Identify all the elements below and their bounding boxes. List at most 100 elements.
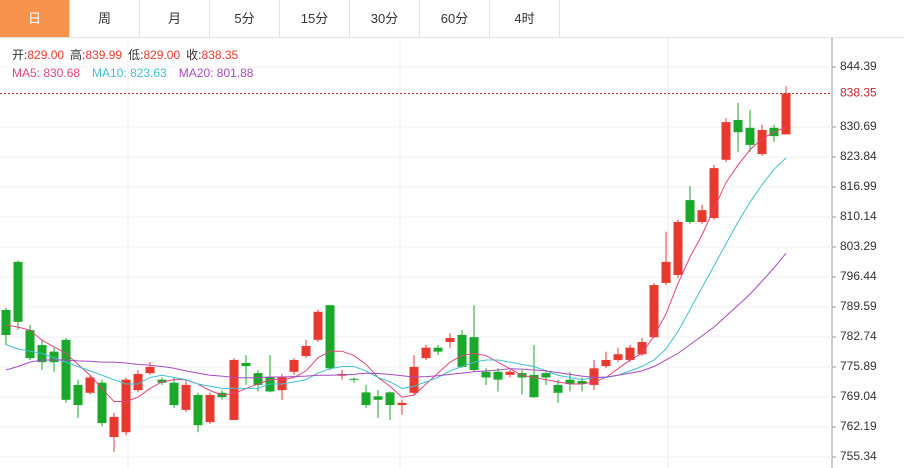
tab[interactable]: 日 <box>0 0 70 37</box>
candle-body <box>457 334 467 367</box>
candle-body <box>409 366 419 393</box>
y-tick-label: 769.04 <box>840 389 877 403</box>
y-tick-label: 782.74 <box>840 329 877 343</box>
candle-body <box>385 392 395 406</box>
candle-body <box>565 379 575 385</box>
candle-body <box>613 354 623 360</box>
candle-body <box>181 384 191 410</box>
y-tick-label: 796.44 <box>840 269 877 283</box>
candle-body <box>349 378 359 380</box>
ohlc-value: 839.99 <box>85 48 123 62</box>
tab[interactable]: 15分 <box>280 0 350 37</box>
candle-body <box>373 396 383 400</box>
candle-body <box>253 373 263 385</box>
candle-body <box>433 347 443 352</box>
ohlc-label: 收: <box>186 48 202 62</box>
ohlc-item: 开:829.00 <box>12 48 64 62</box>
current-price-box <box>834 84 894 103</box>
candle-body <box>541 373 551 378</box>
ohlc-value: 838.35 <box>201 48 239 62</box>
candle-body <box>481 371 491 378</box>
candle-body <box>277 376 287 391</box>
candle-body <box>649 285 659 338</box>
tab[interactable]: 周 <box>70 0 140 37</box>
candle-body <box>397 402 407 406</box>
ohlc-label: 低: <box>128 48 144 62</box>
candle-body <box>325 305 335 369</box>
y-tick-label: 810.14 <box>840 209 877 223</box>
candle-body <box>193 394 203 426</box>
y-tick-label: 775.89 <box>840 359 877 373</box>
candle-body <box>13 261 23 322</box>
candle-body <box>721 122 731 160</box>
candle-body <box>445 338 455 342</box>
ohlc-item: 高:839.99 <box>70 48 122 62</box>
ma-legend: MA20: 801.88 <box>178 66 254 80</box>
candle-body <box>25 330 35 359</box>
ma-line <box>5 126 787 403</box>
ohlc-item: 低:829.00 <box>128 48 180 62</box>
y-tick-label: 755.34 <box>840 449 877 463</box>
ma-legend: MA5: 830.68 <box>12 66 81 80</box>
candle-body <box>421 347 431 359</box>
candle-body <box>85 377 95 393</box>
candle-body <box>241 363 251 367</box>
y-tick-label: 844.39 <box>840 59 877 73</box>
candle-body <box>361 392 371 406</box>
y-tick-label: 830.69 <box>840 119 877 133</box>
y-tick-label: 816.99 <box>840 179 877 193</box>
candle-body <box>589 368 599 385</box>
tab[interactable]: 60分 <box>420 0 490 37</box>
ohlc-value: 829.00 <box>27 48 65 62</box>
candle-body <box>673 221 683 275</box>
candle-body <box>781 93 791 135</box>
tab[interactable]: 月 <box>140 0 210 37</box>
candle-body <box>313 311 323 340</box>
candle-body <box>169 382 179 406</box>
candle-body <box>697 210 707 222</box>
candle-body <box>97 382 107 424</box>
candle-body <box>757 130 767 155</box>
candle-body <box>601 359 611 367</box>
tab-bar: 日周月 5分 15分 30分 60分 4时 <box>0 0 904 38</box>
ohlc-label: 开: <box>12 48 28 62</box>
candle-body <box>529 374 539 398</box>
candle-body <box>661 261 671 283</box>
candle-body <box>61 339 71 400</box>
candle-body <box>637 341 647 355</box>
candle-body <box>745 127 755 145</box>
candle-body <box>109 416 119 438</box>
candle-body <box>685 200 695 222</box>
ma-line <box>5 157 787 389</box>
candle-body <box>121 379 131 433</box>
candle-body <box>229 359 239 420</box>
ohlc-item: 收:838.35 <box>186 48 238 62</box>
y-tick-label: 803.29 <box>840 239 877 253</box>
candle-body <box>625 347 635 360</box>
candle-body <box>289 359 299 372</box>
candle-body <box>301 345 311 357</box>
candle-body <box>133 373 143 391</box>
candle-body <box>493 371 503 380</box>
current-price-label: 838.35 <box>840 86 877 100</box>
tab[interactable]: 4时 <box>490 0 560 37</box>
ohlc-label: 高: <box>70 48 86 62</box>
ma-row: MA5: 830.68 MA10: 823.63 MA20: 801.88 <box>12 64 265 82</box>
ma-line <box>5 252 787 379</box>
ohlc-value: 829.00 <box>143 48 181 62</box>
ohlc-row: 开:829.00 高:839.99 低:829.00 收:838.35 <box>12 46 265 64</box>
y-tick-label: 789.59 <box>840 299 877 313</box>
candle-body <box>205 394 215 423</box>
candle-body <box>733 119 743 133</box>
tab[interactable]: 30分 <box>350 0 420 37</box>
candle-body <box>505 371 515 375</box>
ma-legend: MA10: 823.63 <box>92 66 167 80</box>
candle-body <box>553 384 563 393</box>
candle-body <box>577 380 587 385</box>
tab[interactable]: 5分 <box>210 0 280 37</box>
y-tick-label: 823.84 <box>840 149 877 163</box>
candle-body <box>49 351 59 363</box>
y-tick-label: 762.19 <box>840 419 877 433</box>
